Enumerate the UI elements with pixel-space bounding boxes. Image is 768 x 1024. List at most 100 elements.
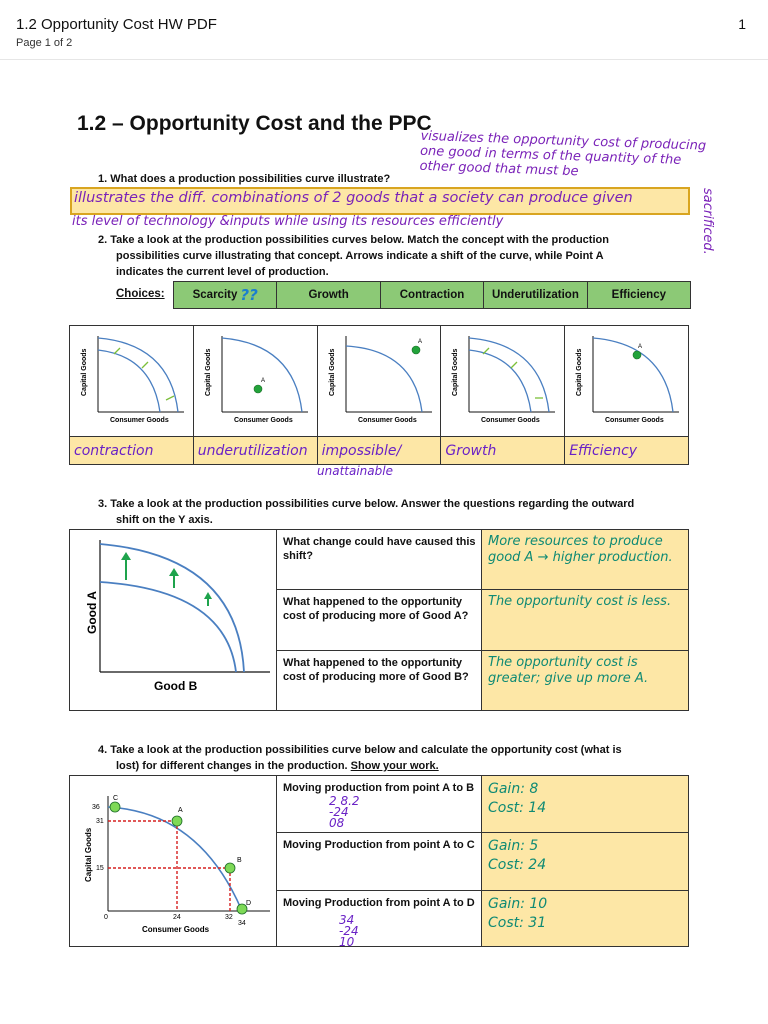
answer-graph-3[interactable]: impossible/ [317,437,442,464]
q3-question-3: What happened to the opportunity cost of… [283,657,469,683]
ppc-y-label: Capital Goods [452,348,459,396]
question-3-line2: shift on the Y axis. [116,514,213,526]
q4-table: C A B D 36 31 15 0 24 32 34 Capital Good… [69,775,689,949]
question-2-line1: 2. Take a look at the production possibi… [98,234,609,246]
answer-q1-line2: its level of technology &inputs while us… [72,214,504,229]
q4-x-label: Consumer Goods [142,925,210,934]
cost-value: Cost: 24 [488,857,547,873]
x-tick-34: 34 [238,920,246,927]
handwritten-question-marks: ?? [240,286,258,304]
point-a-label: A [178,807,183,814]
q4-question-1-text: Moving production from point A to B [283,782,475,794]
ppc-x-label: Consumer Goods [481,417,540,424]
work-calculation-1: 2 8.2 -24 08 [329,794,360,830]
choices-bar: Scarcity?? Growth Contraction Underutili… [173,281,691,309]
y-tick-31: 31 [96,818,104,825]
ppc-graph-contraction: Capital Goods Consumer Goods [70,326,194,436]
choice-efficiency: Efficiency [587,282,691,308]
q3-question-1: What change could have caused this shift… [277,530,482,590]
ppc-x-label: Consumer Goods [110,417,169,424]
ppc-answer-row: contraction underutilization impossible/… [69,437,689,465]
q4-question-3: Moving Production from point A to D 34 -… [277,891,482,949]
choice-label: Growth [308,289,349,301]
choice-label: Contraction [399,289,465,301]
q4-ppc-chart: C A B D 36 31 15 0 24 32 34 Capital Good… [70,776,277,946]
handwritten-side-note: sacrificed. [700,188,715,255]
q4-answer-1[interactable]: Gain: 8 Cost: 14 [482,776,688,833]
answer-graph-2[interactable]: underutilization [193,437,318,464]
answer-graph-4[interactable]: Growth [441,437,566,464]
q4-questions: Moving production from point A to B 2 8.… [277,776,482,949]
work-calculation-3: 34 -24 10 [339,913,359,949]
ppc-graph-underutilization: A Capital Goods Consumer Goods [193,326,318,436]
question-4-line2-text: lost) for different changes in the produ… [116,760,351,772]
cost-value: Cost: 31 [488,915,547,931]
point-c-label: C [113,795,118,802]
page-number: 1 [738,16,746,32]
gain-value: Gain: 8 [488,781,539,797]
point-d-label: D [246,900,251,907]
choice-label: Underutilization [491,289,579,301]
question-3-line1: 3. Take a look at the production possibi… [98,498,635,510]
work-line: -24 [329,805,349,819]
question-4-line1: 4. Take a look at the production possibi… [98,744,622,756]
ppc-graph-efficiency: A Capital Goods Consumer Goods [565,326,688,436]
point-a-label: A [418,339,422,345]
ppc-y-label: Capital Goods [81,348,88,396]
ppc-graph-row: Capital Goods Consumer Goods A Capital G… [69,325,689,437]
answer-graph-3-extra: unattainable [317,464,393,478]
q4-y-label: Capital Goods [84,827,93,882]
q3-answer-2[interactable]: The opportunity cost is less. [482,590,688,651]
ppc-x-label: Consumer Goods [234,417,293,424]
page-title: 1.2 – Opportunity Cost and the PPC [77,112,432,135]
q3-answer-1[interactable]: More resources to produce good A → highe… [482,530,688,590]
work-line: -24 [339,924,359,938]
q4-answers: Gain: 8 Cost: 14 Gain: 5 Cost: 24 Gain: … [482,776,688,946]
answer-box-q1[interactable] [70,187,690,215]
x-tick-24: 24 [173,914,181,921]
ppc-x-label: Consumer Goods [605,417,664,424]
ppc-graph-growth: Capital Goods Consumer Goods [441,326,566,436]
q3-question-2: What happened to the opportunity cost of… [277,590,482,651]
question-1: 1. What does a production possibilities … [98,173,391,185]
y-tick-15: 15 [96,865,104,872]
cost-value: Cost: 14 [488,800,547,816]
q3-answer-3[interactable]: The opportunity cost is greater; give up… [482,651,688,710]
point-b-label: B [237,857,242,864]
x-tick-32: 32 [225,914,233,921]
q4-answer-2[interactable]: Gain: 5 Cost: 24 [482,833,688,891]
choice-growth: Growth [277,282,381,308]
handwritten-margin-note: visualizes the opportunity cost of produ… [419,128,707,180]
q3-questions: What change could have caused this shift… [277,530,482,710]
choice-underutilization: Underutilization [484,282,588,308]
show-work-emphasis: Show your work. [350,760,439,772]
ppc-graph-impossible: A Capital Goods Consumer Goods [317,326,442,436]
work-line: 34 [339,913,355,927]
choice-contraction: Contraction [380,282,485,308]
answer-graph-1[interactable]: contraction [70,437,194,464]
q4-question-3-text: Moving Production from point A to D [283,897,475,909]
question-4-line2: lost) for different changes in the produ… [116,759,439,774]
answer-q1-line1: illustrates the diff. combinations of 2 … [74,190,633,206]
ppc-y-label: Capital Goods [329,348,336,396]
choice-scarcity: Scarcity?? [174,282,278,308]
q4-answer-3[interactable]: Gain: 10 Cost: 31 [482,891,688,946]
q3-table: Good A Good B What change could have cau… [69,529,689,711]
question-2-line2: possibilities curve illustrating that co… [116,250,604,262]
work-line: 08 [329,816,345,830]
choice-label: Efficiency [611,289,666,301]
point-a-label: A [638,344,642,350]
q3-y-label: Good A [85,591,99,634]
work-line: 2 8.2 [329,794,360,808]
q3-ppc-chart: Good A Good B [70,530,277,710]
page-indicator: Page 1 of 2 [16,37,73,49]
choices-label: Choices: [116,288,165,300]
q3-x-label: Good B [154,679,198,693]
gain-value: Gain: 10 [488,896,548,912]
choice-label: Scarcity [192,289,238,301]
viewer-header: 1.2 Opportunity Cost HW PDF Page 1 of 2 … [0,0,768,60]
gain-value: Gain: 5 [488,838,539,854]
work-line: 10 [339,935,355,949]
q4-question-1: Moving production from point A to B 2 8.… [277,776,482,833]
answer-graph-5[interactable]: Efficiency [565,437,688,464]
